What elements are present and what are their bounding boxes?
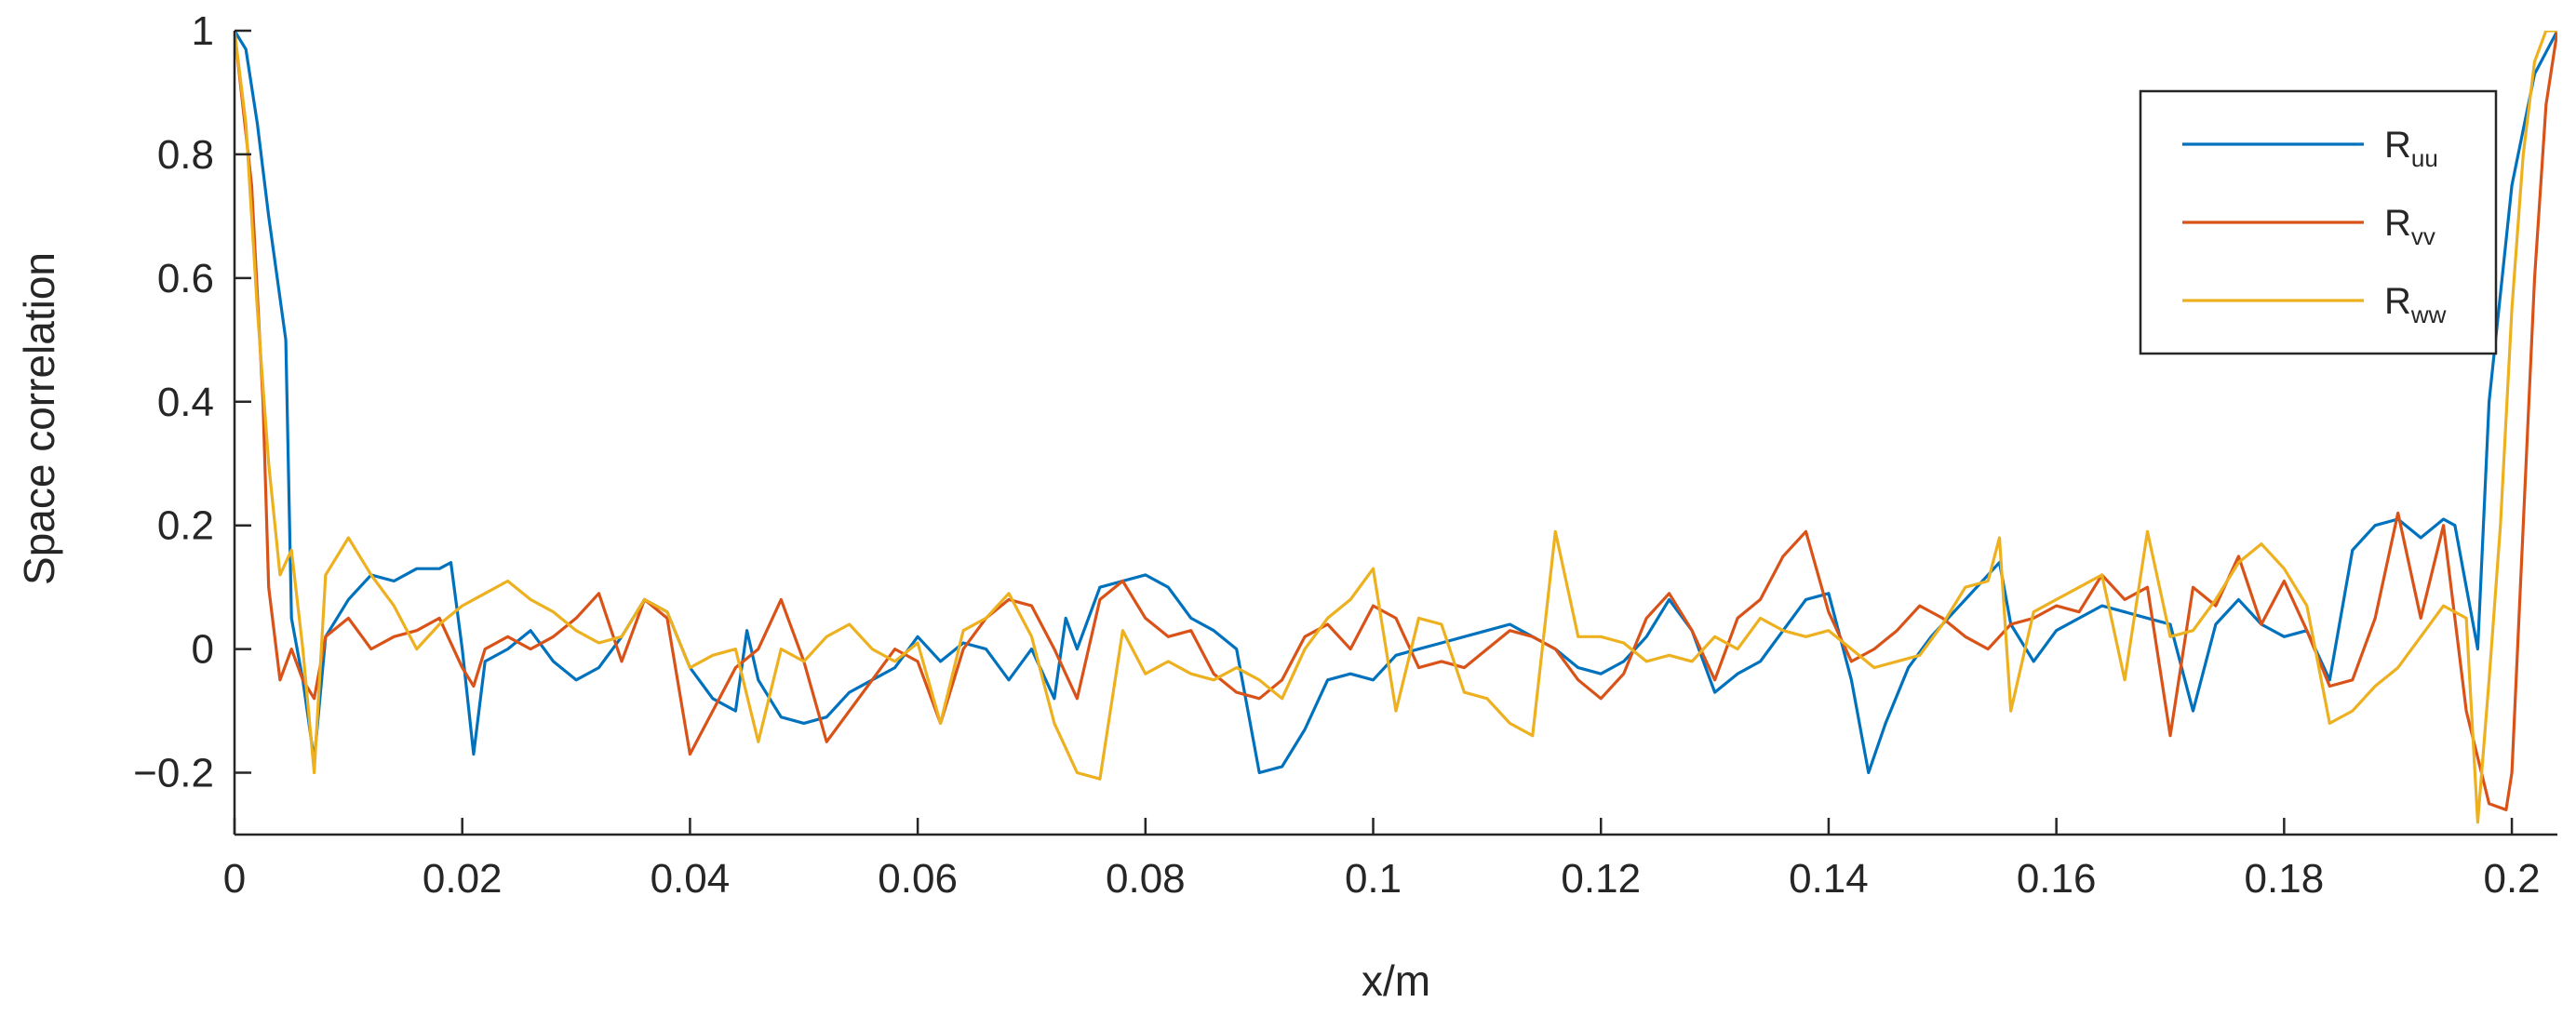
legend-label-ww: Rww xyxy=(2384,281,2447,328)
x-tick-label: 0.08 xyxy=(1106,856,1186,902)
series-layer xyxy=(235,31,2557,824)
legend-label-vv: Rvv xyxy=(2384,203,2435,250)
y-axis-label: Space correlation xyxy=(15,252,63,585)
y-tick-label: 0.4 xyxy=(157,380,214,425)
series-line-uu xyxy=(235,31,2557,775)
y-tick-label: 0 xyxy=(192,627,214,673)
x-tick-label: 0.18 xyxy=(2245,856,2325,902)
axes-layer: 0 0.02 0.04 0.06 0.08 0.1 0.12 0.14 0.16 0.18 0.2 −… xyxy=(133,8,2557,902)
x-tick-label: 0.02 xyxy=(423,856,503,902)
y-tick-label: 0.2 xyxy=(157,503,214,549)
y-tick-label: 0.6 xyxy=(157,256,214,301)
legend-label-uu: Ruu xyxy=(2384,125,2438,172)
legend: Ruu Rvv Rww xyxy=(2139,89,2498,355)
series-line-vv xyxy=(235,31,2557,812)
x-tick-label: 0.12 xyxy=(1561,856,1641,902)
y-tick-label: −0.2 xyxy=(133,751,214,796)
x-axis-label: x/m xyxy=(1362,956,1430,1005)
x-tick-label: 0.1 xyxy=(1345,856,1402,902)
x-tick-label: 0.16 xyxy=(2017,856,2097,902)
x-tick-label: 0.2 xyxy=(2483,856,2540,902)
x-tick-label: 0 xyxy=(223,856,246,902)
x-tick-label: 0.04 xyxy=(651,856,731,902)
x-tick-label: 0.06 xyxy=(878,856,958,902)
series-line-ww xyxy=(235,31,2557,824)
y-tick-label: 0.8 xyxy=(157,132,214,178)
y-tick-label: 1 xyxy=(192,8,214,54)
x-tick-label: 0.14 xyxy=(1789,856,1869,902)
